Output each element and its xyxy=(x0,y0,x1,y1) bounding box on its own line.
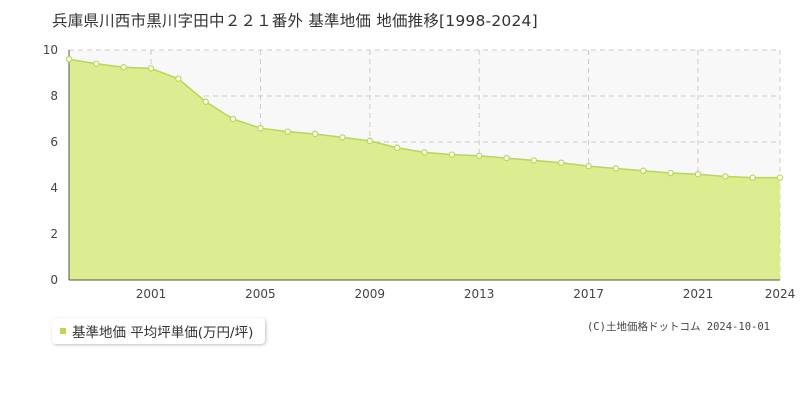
data-point xyxy=(257,124,264,132)
data-points xyxy=(65,56,784,181)
data-point xyxy=(65,56,73,63)
data-point xyxy=(640,167,647,174)
series-area xyxy=(69,59,780,281)
data-point xyxy=(776,174,784,181)
legend: 基準地価 平均坪単価(万円/坪) xyxy=(52,318,266,344)
y-tick-label: 0 xyxy=(50,273,58,287)
y-tick-label: 10 xyxy=(43,43,58,57)
data-point xyxy=(366,137,374,145)
credit-text: (C)土地価格ドットコム 2024-10-01 xyxy=(586,321,770,333)
chart-title: 兵庫県川西市黒川字田中２２１番外 基準地価 地価推移[1998-2024] xyxy=(52,12,538,30)
y-tick-label: 2 xyxy=(50,227,58,241)
x-tick-label: 2005 xyxy=(245,287,276,301)
data-point xyxy=(284,128,291,135)
legend-label: 基準地価 平均坪単価(万円/坪) xyxy=(72,325,254,341)
data-point xyxy=(393,144,401,151)
data-point xyxy=(202,98,209,105)
x-tick-labels: 2001 2005 2009 2013 2017 2021 2024 xyxy=(136,287,796,301)
y-tick-labels: 0 2 4 6 8 10 xyxy=(43,43,58,287)
legend-swatch xyxy=(60,328,66,334)
axes xyxy=(68,50,780,281)
data-point xyxy=(694,170,702,178)
data-point xyxy=(558,159,565,166)
data-point xyxy=(229,115,237,123)
data-point xyxy=(448,151,456,158)
data-point xyxy=(311,130,319,138)
data-point xyxy=(421,149,428,156)
y-tick-label: 8 xyxy=(50,89,58,103)
data-point xyxy=(147,65,155,72)
x-tick-label: 2001 xyxy=(136,287,167,301)
x-tick-label: 2009 xyxy=(355,287,386,301)
data-point xyxy=(612,165,620,172)
data-point xyxy=(667,169,674,177)
x-tick-label: 2017 xyxy=(573,287,604,301)
data-point xyxy=(475,152,483,159)
data-point xyxy=(722,173,729,180)
x-tick-label: 2021 xyxy=(683,287,714,301)
data-point xyxy=(749,174,756,181)
data-point xyxy=(339,134,346,141)
x-tick-label: 2024 xyxy=(765,287,796,301)
data-point xyxy=(175,75,182,82)
data-point xyxy=(585,162,592,170)
y-tick-label: 6 xyxy=(50,135,58,149)
data-point xyxy=(530,157,538,164)
y-tick-label: 4 xyxy=(50,181,58,195)
data-point xyxy=(93,60,100,68)
data-point xyxy=(503,154,510,162)
data-point xyxy=(120,64,127,71)
x-tick-label: 2013 xyxy=(464,287,495,301)
